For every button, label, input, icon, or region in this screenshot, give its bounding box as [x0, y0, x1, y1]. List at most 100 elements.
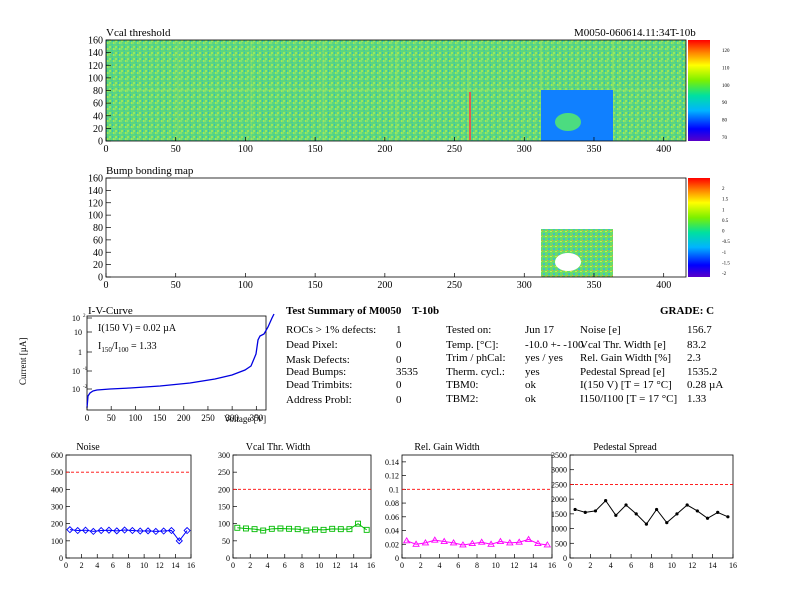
y-tick-label: 0: [395, 554, 399, 563]
data-point: [311, 526, 318, 533]
series-line: [69, 529, 188, 542]
summary-plot-0: Noise 0 2 4 6 8 10 12 14 16 0 100 200 300 400 500 600: [51, 442, 195, 570]
summary-plot-title: Rel. Gain Width: [414, 442, 479, 453]
data-point: [89, 527, 97, 536]
iv-annot-sub2: 100: [117, 346, 129, 354]
summary-value: yes: [525, 366, 540, 378]
data-point: [152, 527, 160, 536]
bump-axis-ticks: 0 50 100 150 200 250 300 350 4000204060801001201…: [88, 174, 730, 292]
x-tick-label: 14: [350, 561, 358, 570]
vcal-map-panel: 0 50 100 150 200 250 300 350 4000204060801001201…: [88, 36, 730, 156]
iv-xlabel: Voltage [V]: [224, 414, 267, 424]
data-point: [120, 526, 129, 534]
palette-label: 1.5: [722, 198, 729, 203]
y-tick-label: 1000: [551, 525, 567, 534]
iv-title: I-V-Curve: [88, 305, 133, 317]
data-point: [242, 525, 249, 532]
data-point: [634, 512, 638, 516]
x-tick-label: 14: [171, 561, 179, 570]
x-tick-label: 50: [171, 280, 181, 291]
x-tick-label: 6: [283, 561, 287, 570]
iv-y-tick-exp: -2: [83, 385, 88, 390]
y-tick-label: 0.06: [385, 513, 399, 522]
y-tick-label: 60: [93, 99, 103, 110]
iv-curve-line: [86, 313, 275, 409]
summary-value: yes / yes: [525, 352, 563, 364]
data-point: [644, 522, 649, 526]
data-point: [716, 510, 720, 514]
data-point: [524, 535, 533, 542]
y-tick-label: 2000: [551, 495, 567, 504]
data-point: [543, 541, 552, 548]
x-tick-label: 0: [104, 144, 109, 155]
iv-y-tick-label: 10: [72, 314, 80, 323]
x-tick-label: 10: [315, 561, 323, 570]
x-tick-label: 150: [308, 144, 323, 155]
palette-label: 90: [722, 101, 728, 106]
data-point: [144, 527, 152, 535]
y-tick-label: 0.12: [385, 472, 399, 481]
summary-value: ok: [525, 379, 536, 391]
summary-plot-frame: [569, 454, 734, 559]
iv-ylabel: Current [µA]: [18, 337, 28, 385]
data-point: [573, 507, 577, 512]
y-tick-label: 150: [218, 503, 230, 512]
summary-label: Address Probl:: [286, 394, 352, 406]
iv-x-tick-label: 50: [107, 413, 117, 423]
iv-y-tick-label: 10: [72, 385, 80, 394]
x-tick-label: 12: [333, 561, 341, 570]
summary-value: 1: [396, 324, 402, 336]
y-tick-label: 300: [51, 503, 63, 512]
summary-label: Trim / phCal:: [446, 352, 506, 364]
summary-value: 156.7: [687, 324, 712, 336]
y-tick-label: 80: [93, 86, 103, 97]
x-tick-label: 300: [517, 144, 532, 155]
x-tick-label: 250: [447, 144, 462, 155]
palette-label: 70: [722, 136, 728, 141]
y-tick-label: 250: [218, 468, 230, 477]
x-tick-label: 6: [629, 561, 633, 570]
x-tick-label: 0: [64, 561, 68, 570]
iv-annot-ratio-i: I: [98, 341, 102, 352]
data-point: [81, 526, 90, 534]
iv-annot-ratio: I150/I100 = 1.33: [98, 341, 157, 356]
data-point: [234, 524, 241, 531]
iv-annot-sub1: 150: [101, 346, 112, 354]
data-point: [66, 526, 74, 534]
summary-value: -10.0 +- -100: [525, 339, 584, 351]
vcal-map-title: Vcal threshold: [106, 27, 171, 39]
palette-label: 120: [722, 49, 730, 54]
iv-annot-val: = 1.33: [128, 341, 157, 352]
x-tick-label: 10: [140, 561, 148, 570]
iv-x-tick-label: 300: [225, 413, 239, 423]
y-tick-label: 600: [51, 451, 63, 460]
x-tick-label: 50: [171, 144, 181, 155]
x-tick-label: 6: [111, 561, 115, 570]
iv-x-tick-label: 150: [153, 413, 167, 423]
y-tick-label: 200: [218, 485, 230, 494]
x-tick-label: 8: [475, 561, 479, 570]
x-tick-label: 0: [104, 280, 109, 291]
y-tick-label: 3500: [551, 451, 567, 460]
bump-palette: [688, 178, 710, 277]
data-point: [534, 539, 542, 547]
vcal-low-roc: [541, 90, 613, 141]
summary-value: 2.3: [687, 352, 701, 364]
x-tick-label: 0: [400, 561, 404, 570]
y-tick-label: 100: [51, 537, 63, 546]
x-tick-label: 16: [729, 561, 737, 570]
data-point: [136, 527, 144, 535]
iv-y-tick-label: 1: [78, 348, 82, 357]
summary-plot-frame: [65, 454, 192, 559]
x-tick-label: 8: [300, 561, 304, 570]
iv-x-tick-label: 200: [177, 413, 191, 423]
y-tick-label: 40: [93, 111, 103, 122]
summary-value: Jun 17: [525, 324, 555, 336]
x-tick-label: 8: [127, 561, 131, 570]
data-point: [251, 526, 258, 533]
data-point: [515, 538, 523, 545]
data-point: [654, 507, 659, 512]
x-tick-label: 200: [377, 144, 392, 155]
y-tick-label: 0: [98, 137, 103, 148]
